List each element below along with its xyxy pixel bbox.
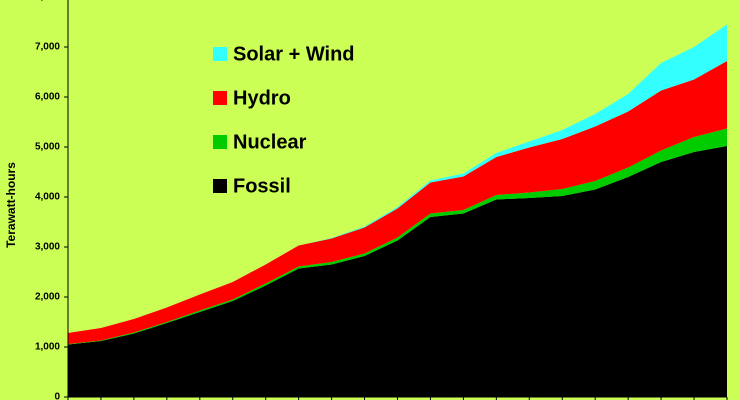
legend-swatch <box>213 91 227 105</box>
y-axis-label: Terawatt-hours <box>4 162 18 248</box>
y-tick-label: 8,000 <box>35 0 60 3</box>
y-tick-label: 6,000 <box>35 92 60 103</box>
legend-label: Nuclear <box>233 131 307 153</box>
legend-swatch <box>213 179 227 193</box>
legend-label: Hydro <box>233 87 291 109</box>
legend-swatch <box>213 135 227 149</box>
area <box>68 146 727 397</box>
y-tick-label: 1,000 <box>35 342 60 353</box>
y-tick-label: 0 <box>54 392 60 400</box>
y-tick-label: 4,000 <box>35 192 60 203</box>
legend-swatch <box>213 47 227 61</box>
legend-label: Solar + Wind <box>233 43 355 65</box>
legend-label: Fossil <box>233 175 291 197</box>
y-tick-label: 7,000 <box>35 42 60 53</box>
y-tick-label: 2,000 <box>35 292 60 303</box>
y-tick-label: 3,000 <box>35 242 60 253</box>
y-tick-label: 5,000 <box>35 142 60 153</box>
